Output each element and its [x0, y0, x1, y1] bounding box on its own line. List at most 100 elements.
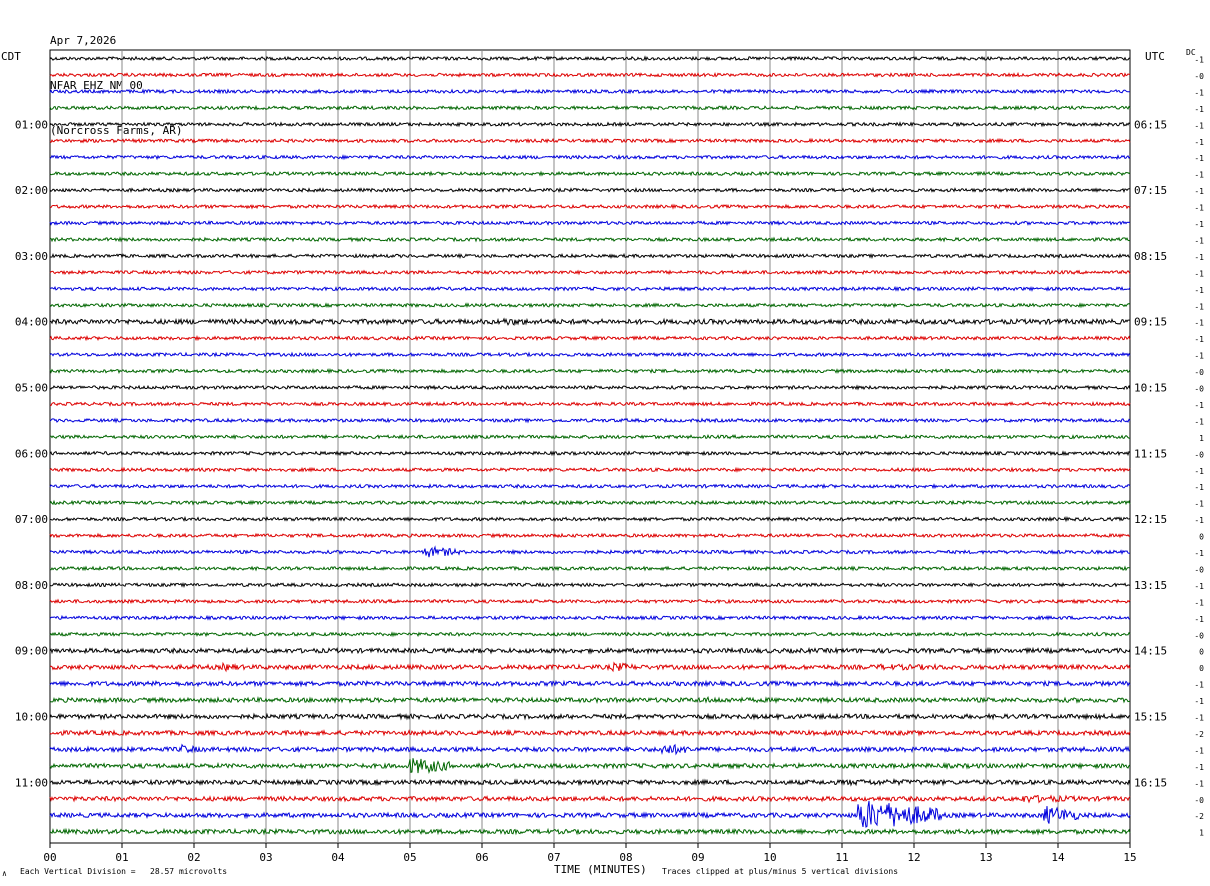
trace-line — [49, 203, 1131, 210]
dc-offset-label: 0 — [1199, 533, 1204, 542]
right-hour-label: 08:15 — [1134, 250, 1167, 263]
trace-line — [49, 631, 1131, 638]
dc-offset-label: -1 — [1194, 500, 1204, 509]
trace-line — [49, 433, 1131, 440]
x-axis-title: TIME (MINUTES) — [554, 863, 647, 876]
dc-offset-labels: -1 -0 -1 -1 -1 -1 -1 -1 -1 -1 -1 -1 -1 -1 -1 -1 -1 -1 -1 -0… — [1194, 56, 1204, 838]
dc-offset-label: -1 — [1194, 763, 1204, 772]
dc-offset-label: -1 — [1194, 714, 1204, 723]
trace-line — [49, 88, 1131, 95]
dc-offset-label: -1 — [1194, 269, 1204, 278]
trace-line — [49, 285, 1131, 292]
dc-offset-label: -1 — [1194, 204, 1204, 213]
right-hour-label: 11:15 — [1134, 447, 1167, 460]
left-hour-label: 07:00 — [15, 513, 48, 526]
trace-line — [49, 334, 1131, 342]
dc-offset-label: -1 — [1194, 401, 1204, 410]
trace-line — [49, 71, 1131, 78]
trace-line — [49, 121, 1131, 128]
dc-offset-label: -1 — [1194, 697, 1204, 706]
trace-line — [49, 661, 1131, 673]
x-tick-label: 13 — [979, 851, 992, 864]
plot-frame — [49, 49, 1131, 844]
trace-line — [49, 450, 1131, 457]
trace-line — [49, 777, 1131, 787]
trace-line — [49, 646, 1131, 655]
trace-line — [49, 417, 1131, 424]
right-hour-label: 12:15 — [1134, 513, 1167, 526]
trace-line — [49, 269, 1131, 276]
trace-line — [49, 154, 1131, 161]
x-tick-label: 03 — [259, 851, 272, 864]
trace-line — [49, 367, 1131, 375]
trace-line — [49, 679, 1131, 688]
dc-offset-label: -1 — [1194, 171, 1204, 180]
dc-offset-label: -1 — [1194, 335, 1204, 344]
x-tick-label: 14 — [1051, 851, 1065, 864]
dc-offset-label: -1 — [1194, 302, 1204, 311]
dc-offset-label: -0 — [1194, 631, 1204, 640]
chart-header: Apr 7,2026 NFAR EHZ NM 00 (Norcross Farm… — [50, 3, 182, 153]
trace-line — [49, 104, 1131, 111]
dc-offset-label: -1 — [1194, 681, 1204, 690]
right-hour-labels: 06:15 07:15 08:15 09:15 10:15 11:15 12:15 13:15… — [1134, 118, 1167, 789]
dc-offset-label: -1 — [1194, 236, 1204, 245]
trace-line — [49, 545, 1130, 558]
trace-line — [49, 743, 1131, 756]
trace-line — [49, 302, 1131, 309]
scale-note: Each Vertical Division = 28.57 microvolt… — [20, 867, 228, 876]
x-tick-label: 01 — [115, 851, 128, 864]
right-timezone-label: UTC — [1145, 50, 1165, 63]
dc-offset-label: -1 — [1194, 105, 1204, 114]
trace-line — [49, 351, 1131, 358]
dc-offset-label: -1 — [1194, 779, 1204, 788]
dc-offset-label: -0 — [1194, 385, 1204, 394]
dc-offset-label: -1 — [1194, 286, 1204, 295]
trace-line — [49, 758, 1131, 774]
trace-line — [49, 581, 1131, 589]
x-tick-label: 11 — [835, 851, 848, 864]
dc-offset-label: -1 — [1194, 516, 1204, 525]
left-hour-label: 04:00 — [15, 316, 48, 329]
dc-offset-label: -1 — [1194, 154, 1204, 163]
clip-note: Traces clipped at plus/minus 5 vertical … — [662, 867, 899, 876]
dc-offset-label: -1 — [1194, 352, 1204, 361]
dc-offset-label: -0 — [1194, 796, 1204, 805]
dc-offset-label: 1 — [1199, 434, 1204, 443]
x-tick-label: 00 — [43, 851, 56, 864]
x-tick-label: 15 — [1123, 851, 1136, 864]
x-tick-label: 06 — [475, 851, 488, 864]
dc-offset-label: -1 — [1194, 220, 1204, 229]
location-label: (Norcross Farms, AR) — [50, 124, 183, 137]
x-tick-label: 02 — [187, 851, 200, 864]
trace-line — [49, 137, 1131, 144]
left-hour-label: 02:00 — [15, 184, 48, 197]
dc-offset-label: -1 — [1194, 746, 1204, 755]
trace-line — [49, 499, 1131, 506]
dc-offset-label: -1 — [1194, 483, 1204, 492]
trace-line — [49, 400, 1131, 408]
seismic-traces — [49, 55, 1131, 836]
trace-line — [49, 170, 1131, 177]
trace-line — [49, 236, 1131, 243]
dc-offset-label: -1 — [1194, 582, 1204, 591]
trace-line — [49, 565, 1131, 572]
dc-offset-label: -0 — [1194, 450, 1204, 459]
trace-line — [49, 219, 1131, 226]
dc-offset-label: 0 — [1199, 648, 1204, 657]
left-hour-label: 10:00 — [15, 711, 48, 724]
right-hour-label: 14:15 — [1134, 645, 1167, 658]
dc-offset-label: -0 — [1194, 565, 1204, 574]
trace-line — [49, 384, 1131, 391]
right-hour-label: 06:15 — [1134, 118, 1167, 131]
trace-line — [49, 728, 1131, 738]
trace-line — [49, 794, 1131, 804]
dc-offset-label: -2 — [1194, 730, 1204, 739]
dc-offset-label: -1 — [1194, 319, 1204, 328]
left-hour-label: 03:00 — [15, 250, 48, 263]
dc-offset-label: -1 — [1194, 56, 1204, 65]
dc-offset-label: -1 — [1194, 187, 1204, 196]
trace-line — [49, 614, 1131, 621]
x-tick-label: 09 — [691, 851, 704, 864]
right-hour-label: 16:15 — [1134, 776, 1167, 789]
